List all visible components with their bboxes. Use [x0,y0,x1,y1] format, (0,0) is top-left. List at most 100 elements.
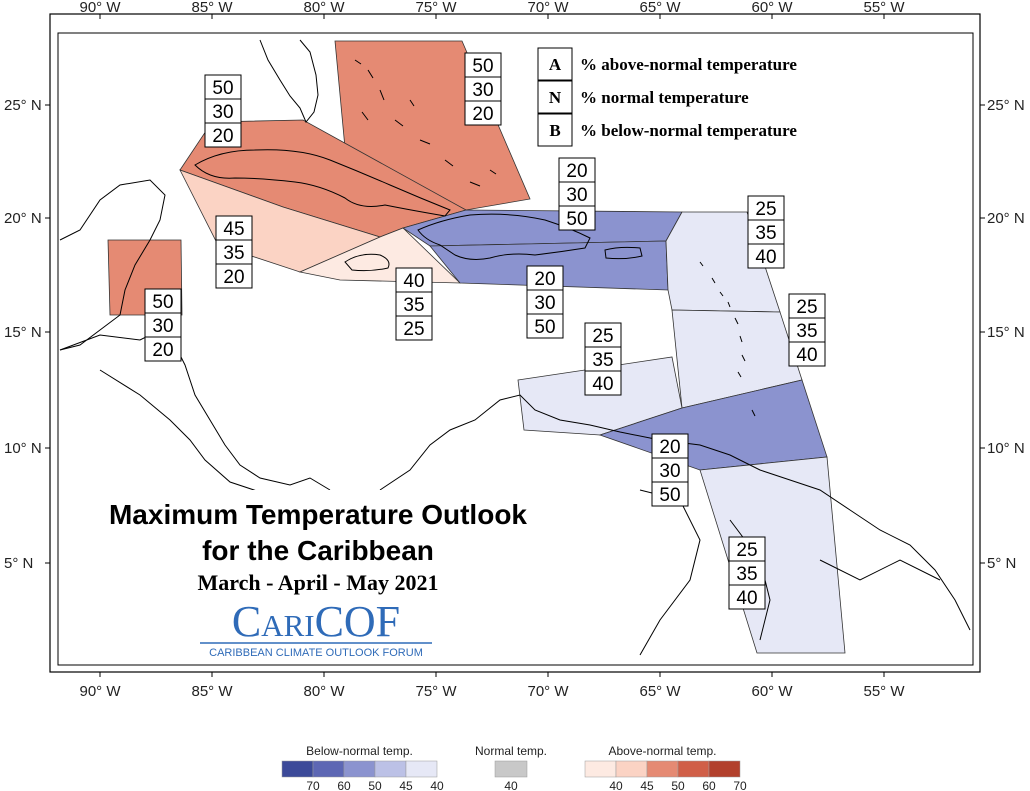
prob-below: 50 [566,209,587,230]
legend-normal: Normal temp. 40 [475,744,547,791]
prob-box-hispaniola-north: 20 30 50 [558,157,596,231]
lon-label-bottom: 75° W [415,683,457,700]
legend-above-swatch [584,760,617,778]
inner-frame [57,32,974,666]
lat-label-left: 10° N [4,440,42,457]
prob-box-trinidad: 20 30 50 [651,433,689,507]
prob-below: 25 [403,319,424,340]
key-box: A % above-normal temperature N % normal tem… [537,47,797,147]
prob-box-guianas: 25 35 40 [728,536,766,610]
prob-above: 20 [566,161,587,182]
latitude-labels-left: 25° N 20° N 15° N 10° N 5° N [4,97,50,572]
coast-puerto-rico [604,246,643,260]
lon-label-bottom: 65° W [639,683,681,700]
lat-label-right: 25° N [987,97,1025,114]
prob-above: 25 [796,297,817,318]
lon-label-bottom: 70° W [527,683,569,700]
lon-label-bottom: 80° W [303,683,345,700]
lat-label-left: 5° N [4,555,33,572]
prob-box-cayman: 45 35 20 [215,215,253,289]
latitude-labels-right: 25° N 20° N 15° N 10° N 5° N [980,97,1025,572]
lat-label-right: 10° N [987,440,1025,457]
legend-below-tick: 70 [306,779,320,791]
lat-label-left: 15° N [4,324,42,341]
legend-above-title: Above-normal temp. [608,744,716,758]
prob-below: 50 [659,485,680,506]
coast-lesser-antilles [699,261,756,417]
region-guianas [699,456,846,654]
prob-normal: 30 [212,102,233,123]
coast-central-america [59,329,331,491]
coast-hispaniola [417,213,591,260]
legend-below-swatch [281,760,314,778]
lon-label-top: 85° W [191,0,233,16]
prob-above: 25 [755,199,776,220]
legend-above-swatch [677,760,710,778]
prob-box-windward: 25 35 40 [788,293,826,367]
key-letter: B [549,121,560,140]
legend-above-tick: 50 [671,779,685,791]
prob-normal: 30 [659,461,680,482]
prob-normal: 30 [472,80,493,101]
legend-above-tick: 40 [609,779,623,791]
legend-normal-tick: 40 [504,779,518,791]
prob-box-hispaniola-south: 20 30 50 [526,265,564,339]
prob-below: 20 [152,340,173,361]
prob-above: 50 [152,292,173,313]
coast-bahamas [354,59,497,187]
longitude-labels-bottom: 90° W 85° W 80° W 75° W 70° W 65° W 60° W 55° W [79,672,905,700]
prob-normal: 35 [755,223,776,244]
coast-florida [259,39,319,123]
legend-below-tick: 45 [399,779,413,791]
legend-below-title: Below-normal temp. [306,744,413,758]
key-description: % normal temperature [580,88,749,107]
prob-below: 40 [755,247,776,268]
legend-below-swatch [343,760,376,778]
lon-label-top: 75° W [415,0,457,16]
prob-box-abc-islands: 25 35 40 [584,322,622,396]
legend-below-tick: 60 [337,779,351,791]
title-block: Maximum Temperature Outlook for the Cari… [60,490,560,660]
coast-central-america-pacific [99,369,261,493]
key-letter: A [549,55,562,74]
key-description: % below-normal temperature [580,121,797,140]
caricof-tagline: CARIBBEAN CLIMATE OUTLOOK FORUM [209,647,423,659]
lon-label-top: 80° W [303,0,345,16]
lon-label-bottom: 85° W [191,683,233,700]
map-subtitle: for the Caribbean [202,535,434,566]
prob-above: 40 [403,271,424,292]
prob-below: 40 [592,374,613,395]
legend-normal-swatch [494,760,528,778]
lon-label-top: 65° W [639,0,681,16]
prob-above: 50 [212,78,233,99]
prob-box-jamaica: 40 35 25 [395,267,433,341]
prob-normal: 35 [736,564,757,585]
map-title: Maximum Temperature Outlook [109,499,527,530]
legend-above-tick: 70 [733,779,747,791]
lat-label-left: 20° N [4,210,42,227]
prob-above: 20 [659,437,680,458]
legend-above-tick: 60 [702,779,716,791]
lon-label-top: 90° W [79,0,121,16]
legend-normal-title: Normal temp. [475,744,547,758]
legend-below-tick: 40 [430,779,444,791]
prob-normal: 35 [223,243,244,264]
key-description: % above-normal temperature [580,55,797,74]
prob-box-cuba: 50 30 20 [204,74,242,148]
lat-label-right: 20° N [987,210,1025,227]
probability-boxes: 50 30 20 50 30 20 45 35 20 50 30 20 40 35 25 20 30 50 20 30… [144,52,826,610]
forecast-period: March - April - May 2021 [198,570,439,595]
key-letter: N [549,88,562,107]
legend-below-swatch [374,760,407,778]
prob-below: 40 [736,588,757,609]
outer-frame [49,13,981,673]
prob-above: 25 [736,540,757,561]
lon-label-top: 55° W [863,0,905,16]
prob-above: 45 [223,219,244,240]
legend-below-tick: 50 [368,779,382,791]
coast-cuba [194,149,451,217]
prob-below: 40 [796,345,817,366]
prob-below: 20 [223,267,244,288]
